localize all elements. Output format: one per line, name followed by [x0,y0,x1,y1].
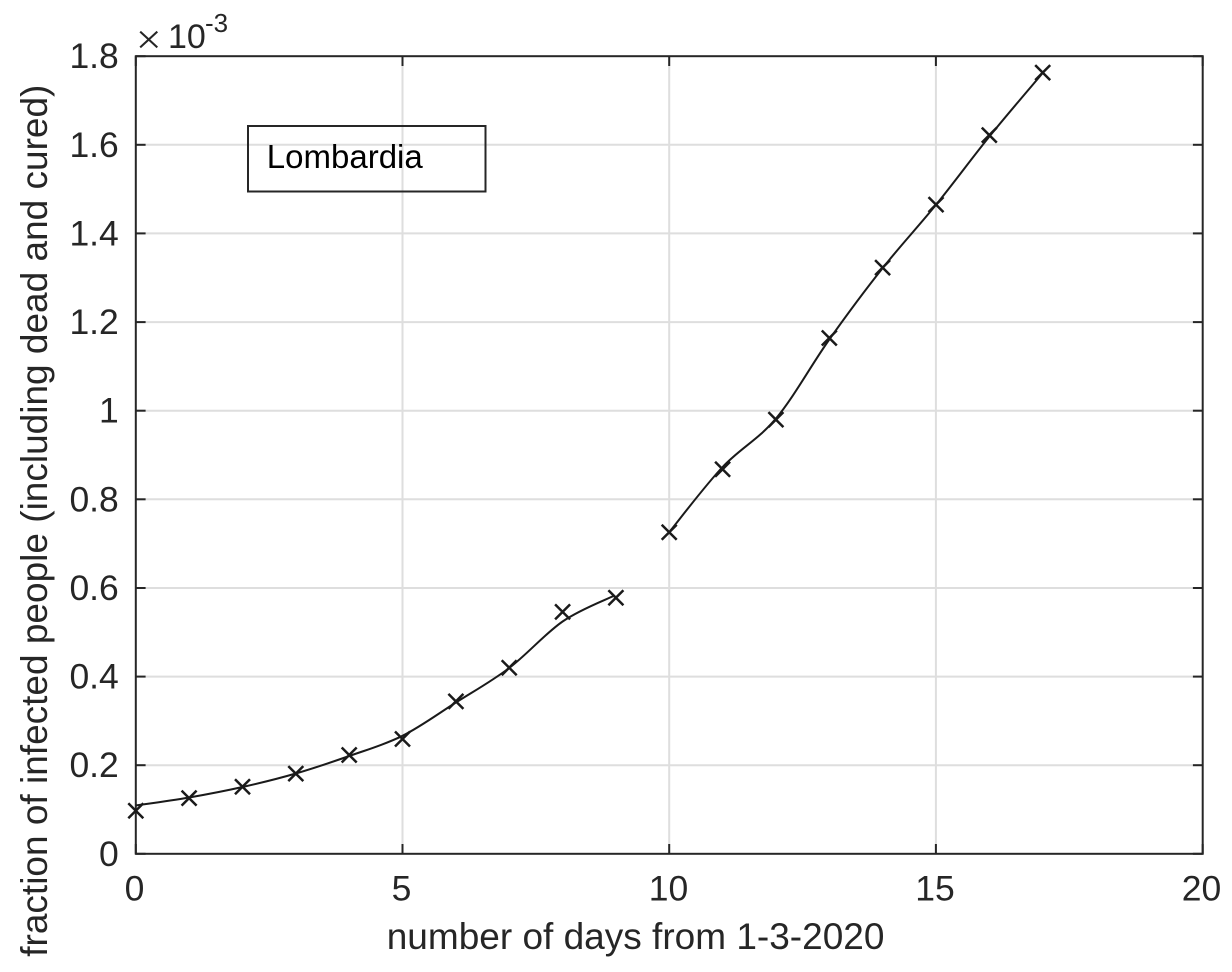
svg-text:5: 5 [392,869,412,909]
svg-text:1.6: 1.6 [69,125,118,165]
svg-text:fraction of infected people (i: fraction of infected people (including d… [14,85,55,957]
svg-text:20: 20 [1182,869,1222,909]
svg-text:Lombardia: Lombardia [267,138,424,175]
svg-text:0.8: 0.8 [69,479,118,519]
svg-text:1: 1 [99,391,119,431]
svg-text:0: 0 [125,869,145,909]
svg-text:1.4: 1.4 [69,213,118,253]
svg-text:0.4: 0.4 [69,657,118,697]
svg-text:15: 15 [915,869,955,909]
svg-text:10: 10 [649,869,689,909]
svg-text:0: 0 [99,834,119,874]
svg-text:1.8: 1.8 [69,36,118,76]
svg-text:0.2: 0.2 [69,745,118,785]
svg-text:0.6: 0.6 [69,568,118,608]
svg-text:10: 10 [168,18,206,56]
svg-text:number of days from 1-3-2020: number of days from 1-3-2020 [387,916,885,957]
svg-text:-3: -3 [205,8,228,38]
svg-text:1.2: 1.2 [69,302,118,342]
